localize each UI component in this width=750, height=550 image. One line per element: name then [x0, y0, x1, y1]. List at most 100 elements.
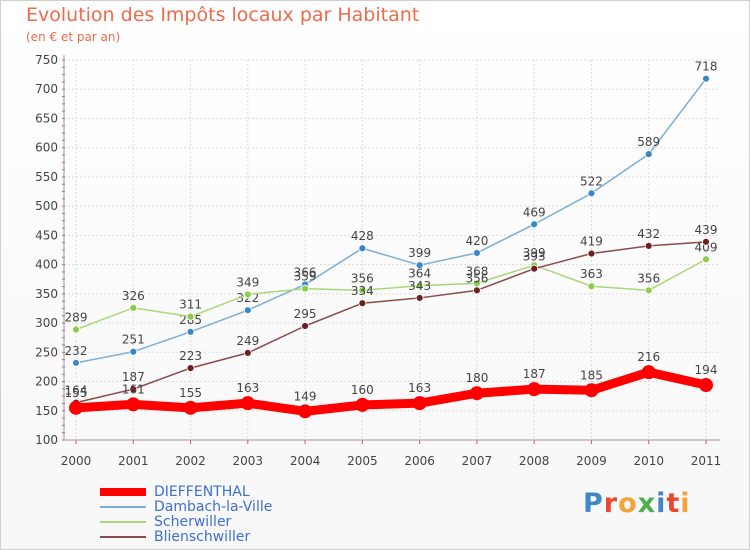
data-label: 349: [236, 275, 259, 289]
legend-label: Dambach-la-Ville: [154, 498, 273, 515]
data-label: 326: [122, 289, 145, 303]
data-point: [358, 244, 367, 253]
x-tick-label: 2008: [519, 454, 550, 468]
data-label: 399: [408, 246, 431, 260]
x-tick-label: 2011: [691, 454, 722, 468]
legend: DIEFFENTHAL Dambach-la-Ville Scherwiller…: [100, 483, 273, 545]
line-chart: 100 150 200 250 300 350 400 450 500 550 600 650 700 7…: [35, 53, 722, 468]
data-point: [355, 397, 370, 412]
data-point: [358, 299, 367, 308]
data-label: 428: [351, 229, 374, 243]
data-label: 368: [465, 264, 488, 278]
data-label: 420: [465, 234, 488, 248]
data-label: 399: [523, 246, 546, 260]
data-point: [129, 347, 138, 356]
data-point: [644, 242, 653, 250]
data-label: 216: [637, 350, 660, 364]
data-point: [473, 286, 481, 295]
legend-item-dambach-la-ville: Dambach-la-Ville: [100, 498, 273, 515]
data-point: [301, 284, 309, 293]
data-point: [129, 303, 138, 312]
data-label: 356: [637, 271, 660, 285]
data-point: [412, 396, 427, 411]
series-line-dieffenthal: [75, 367, 707, 416]
chart-subtitle: (en € et par an): [26, 30, 121, 44]
data-point: [702, 237, 710, 246]
data-label: 419: [580, 235, 603, 249]
data-point: [243, 290, 252, 299]
x-tick-label: 2009: [576, 454, 607, 468]
data-point: [587, 249, 596, 258]
logo-letter: x: [637, 488, 657, 519]
proxiti-logo: Proxiti: [583, 488, 691, 519]
legend-swatch: [100, 505, 146, 508]
y-tick-label: 250: [35, 345, 58, 359]
legend-item-dieffenthal: DIEFFENTHAL: [100, 483, 272, 500]
data-label: 359: [294, 270, 317, 284]
x-tick-label: 2005: [347, 454, 378, 468]
series-line-dambach-la-ville: [75, 78, 707, 364]
logo-letter: P: [583, 488, 604, 519]
x-tick-label: 2001: [118, 454, 149, 468]
data-label: 295: [294, 307, 317, 321]
data-label: 187: [523, 367, 546, 381]
logo-letter: r: [603, 488, 619, 519]
data-label: 180: [465, 371, 488, 385]
data-label: 393: [523, 250, 546, 264]
data-point: [699, 378, 713, 393]
data-point: [240, 396, 255, 411]
y-tick-label: 100: [35, 433, 58, 447]
data-label: 185: [580, 368, 603, 382]
data-label: 439: [695, 223, 718, 237]
legend-swatch: [100, 520, 146, 523]
data-point: [530, 264, 539, 273]
series-line-scherwiller: [75, 258, 707, 331]
data-point: [243, 348, 252, 357]
data-point: [186, 327, 195, 336]
legend-label: Blienschwiller: [154, 528, 251, 545]
data-label: 160: [351, 383, 374, 397]
x-tick-label: 2010: [633, 454, 664, 468]
data-label: 343: [408, 279, 431, 293]
data-label: 364: [408, 267, 431, 281]
y-tick-label: 600: [35, 141, 58, 155]
legend-item-blienschwiller: Blienschwiller: [100, 528, 272, 545]
data-label: 311: [179, 298, 202, 312]
data-label: 149: [294, 389, 317, 403]
logo-letter: i: [680, 488, 691, 519]
y-tick-label: 350: [35, 287, 58, 301]
y-tick-label: 400: [35, 258, 58, 272]
x-tick-label: 2000: [61, 454, 92, 468]
x-tick-label: 2006: [404, 454, 435, 468]
logo-letter: i: [656, 488, 667, 519]
data-label: 363: [580, 267, 603, 281]
data-label: 356: [351, 271, 374, 285]
data-point: [415, 261, 424, 270]
y-tick-label: 650: [35, 111, 58, 125]
data-point: [641, 365, 656, 380]
data-label: 432: [637, 227, 660, 241]
data-point: [415, 281, 424, 290]
logo-letter: t: [666, 488, 681, 519]
data-point: [584, 383, 599, 398]
legend-label: DIEFFENTHAL: [154, 483, 250, 500]
x-tick-label: 2003: [233, 454, 264, 468]
data-point: [644, 286, 653, 295]
x-tick-label: 2004: [290, 454, 321, 468]
data-label: 522: [580, 174, 603, 188]
data-label: 163: [236, 381, 259, 395]
x-tick-label: 2002: [175, 454, 206, 468]
data-label: 289: [65, 311, 88, 325]
data-point: [72, 325, 80, 334]
data-point: [587, 189, 596, 198]
data-label: 249: [236, 334, 259, 348]
logo-letter: o: [618, 488, 638, 519]
data-point: [530, 220, 539, 229]
data-point: [358, 286, 367, 295]
data-label: 223: [179, 349, 202, 363]
data-point: [415, 294, 424, 302]
data-label: 366: [294, 265, 317, 279]
data-point: [69, 400, 83, 415]
data-point: [72, 358, 80, 367]
data-point: [298, 404, 313, 419]
